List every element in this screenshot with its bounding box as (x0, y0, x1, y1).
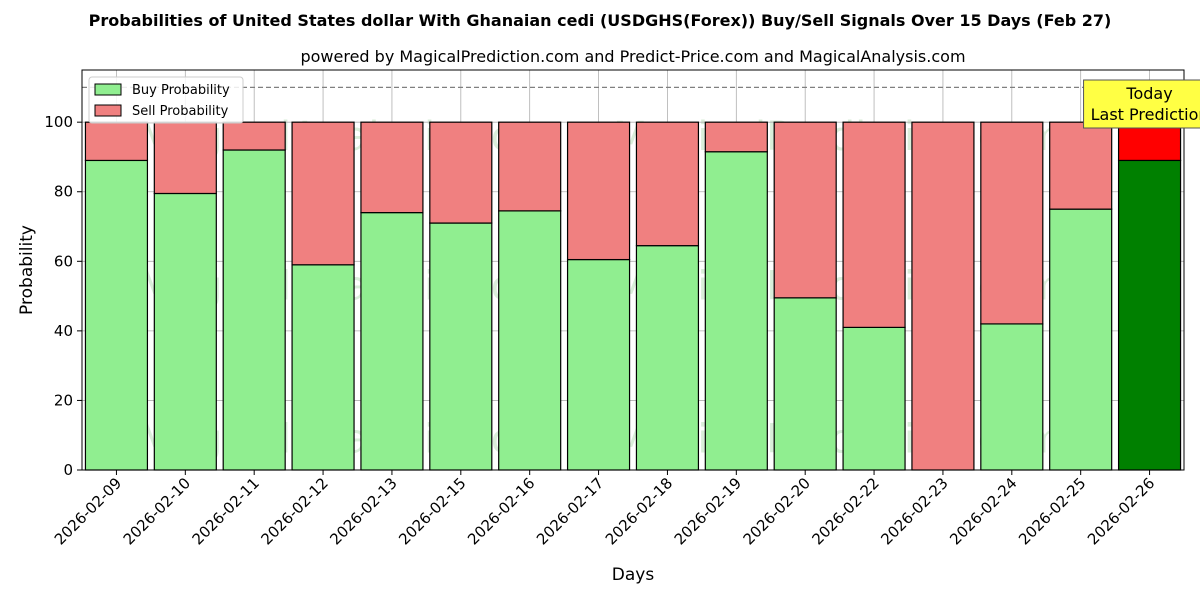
x-axis-label: Days (612, 565, 655, 585)
annotation-line2: Last Prediction (1091, 105, 1200, 124)
x-tick-label: 2026-02-23 (877, 474, 951, 548)
x-tick-label: 2026-02-20 (740, 474, 814, 548)
buy-bar (429, 222, 493, 471)
y-tick-label: 40 (54, 322, 73, 340)
buy-bar (498, 210, 562, 471)
buy-bar (1049, 208, 1113, 471)
buy-bar (842, 326, 906, 471)
buy-bar (704, 151, 768, 471)
chart-subtitle: powered by MagicalPrediction.com and Pre… (300, 47, 965, 66)
sell-bar (1117, 121, 1182, 162)
sell-bar (1049, 121, 1113, 210)
sell-bar (498, 121, 562, 212)
sell-bar (911, 121, 975, 471)
buy-bar (291, 264, 355, 471)
buy-bar (773, 297, 837, 471)
sell-bar (429, 121, 493, 224)
y-tick-label: 100 (44, 113, 73, 131)
y-axis-label: Probability (17, 225, 37, 315)
y-tick-label: 60 (54, 252, 73, 270)
sell-bar (635, 121, 700, 247)
sell-bar (566, 121, 631, 261)
x-tick-label: 2026-02-10 (120, 474, 194, 548)
buy-bar (980, 323, 1044, 471)
buy-bar (566, 258, 631, 471)
x-tick-label: 2026-02-16 (464, 474, 538, 548)
y-tick-label: 20 (54, 391, 73, 409)
chart-title: Probabilities of United States dollar Wi… (89, 11, 1112, 30)
legend-box (88, 76, 244, 124)
x-tick-label: 2026-02-22 (809, 474, 883, 548)
sell-bar (842, 121, 906, 328)
legend-label: Sell Probability (132, 104, 229, 119)
y-tick-label: 0 (63, 461, 73, 479)
x-tick-label: 2026-02-18 (602, 474, 676, 548)
x-tick-label: 2026-02-24 (946, 474, 1020, 548)
sell-bar (291, 121, 355, 266)
x-tick-label: 2026-02-25 (1015, 474, 1089, 548)
buy-bar (222, 149, 286, 471)
sell-bar (153, 121, 217, 195)
sell-bar (84, 121, 149, 162)
buy-bar (635, 245, 700, 471)
buy-bar (1117, 159, 1182, 471)
plot-area: MagicalAnalysis.comMagicalPrediction.com… (44, 69, 1200, 548)
x-tick-label: 2026-02-11 (189, 474, 263, 548)
buy-bar (84, 159, 149, 471)
sell-bar (222, 121, 286, 151)
x-tick-label: 2026-02-15 (395, 474, 469, 548)
annotation-line1: Today (1125, 84, 1172, 103)
sell-bar (773, 121, 837, 299)
x-tick-label: 2026-02-19 (671, 474, 745, 548)
x-tick-label: 2026-02-26 (1084, 474, 1158, 548)
legend-swatch (94, 83, 122, 96)
x-tick-label: 2026-02-13 (326, 474, 400, 548)
buy-bar (153, 192, 217, 471)
y-tick-label: 80 (54, 183, 73, 201)
legend-label: Buy Probability (132, 83, 230, 98)
annotation-box (1083, 79, 1200, 129)
x-tick-label: 2026-02-17 (533, 474, 607, 548)
plot-frame (81, 69, 1185, 471)
x-tick-label: 2026-02-12 (258, 474, 332, 548)
sell-bar (704, 121, 768, 153)
sell-bar (980, 121, 1044, 325)
x-tick-label: 2026-02-09 (51, 474, 125, 548)
legend-swatch (94, 104, 122, 117)
sell-bar (360, 121, 424, 214)
buy-bar (360, 212, 424, 471)
